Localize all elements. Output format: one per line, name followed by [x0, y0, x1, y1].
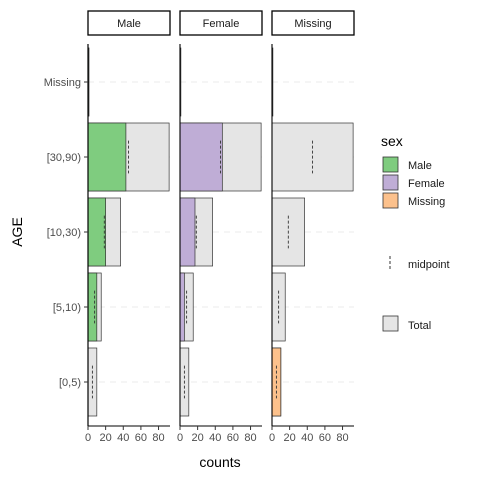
facet-panel-female: Female 0 20 40 60 80	[177, 10, 263, 444]
facet-panels: Male 0 20 40 60 80 Female 0 20 40 60 80 Missing 0 20 40…	[85, 10, 355, 444]
legend-label-missing: Missing	[408, 196, 445, 208]
bar-male-5-10	[87, 272, 98, 342]
facet-panel-missing: Missing 0 20 40 60 80	[269, 10, 355, 444]
facet-strip-missing	[271, 10, 355, 36]
x-tick-label-missing-60: 60	[319, 432, 331, 444]
facet-strip-label-male: Male	[117, 18, 141, 30]
y-axis-title: AGE	[9, 217, 25, 247]
legend: Male Female Missing midpoint Total	[382, 156, 450, 332]
x-tick-label-female-0: 0	[177, 432, 183, 444]
x-tick-label-missing-80: 80	[336, 432, 348, 444]
legend-key-total	[382, 315, 399, 332]
y-tick-label-missing: Missing	[44, 77, 81, 89]
x-tick-label-missing-20: 20	[284, 432, 296, 444]
legend-key-female	[382, 174, 399, 191]
x-tick-label-male-20: 20	[100, 432, 112, 444]
legend-title: sex	[381, 133, 403, 149]
bar-female-30-90	[179, 122, 223, 192]
facet-strip-male	[87, 10, 171, 36]
facet-strip-female	[179, 10, 263, 36]
x-tick-label-female-40: 40	[209, 432, 221, 444]
facet-strip-label-female: Female	[203, 18, 240, 30]
y-axis: Missing [30,90) [10,30) [5,10) [0,5)	[44, 44, 89, 426]
facet-strip-label-missing: Missing	[294, 18, 331, 30]
y-tick-label-0-5: [0,5)	[59, 377, 81, 389]
y-tick-label-5-10: [5,10)	[53, 302, 81, 314]
x-tick-label-male-40: 40	[117, 432, 129, 444]
x-tick-label-male-60: 60	[135, 432, 147, 444]
x-tick-label-female-80: 80	[244, 432, 256, 444]
bar-male-30-90	[87, 122, 127, 192]
bar-male-10-30	[87, 197, 106, 267]
facet-panel-male: Male 0 20 40 60 80	[85, 10, 171, 444]
x-tick-label-male-0: 0	[85, 432, 91, 444]
y-tick-label-10-30: [10,30)	[47, 227, 81, 239]
bar-female-5-10	[179, 272, 185, 342]
legend-key-male	[382, 156, 399, 173]
bar-female-10-30	[179, 197, 196, 267]
x-tick-label-missing-40: 40	[301, 432, 313, 444]
y-tick-label-30-90: [30,90)	[47, 152, 81, 164]
legend-label-total: Total	[408, 320, 431, 332]
x-tick-label-missing-0: 0	[269, 432, 275, 444]
legend-label-midpoint: midpoint	[408, 259, 450, 271]
x-tick-label-female-60: 60	[227, 432, 239, 444]
legend-label-female: Female	[408, 178, 445, 190]
x-tick-label-male-80: 80	[152, 432, 164, 444]
x-axis-title: counts	[199, 454, 240, 470]
legend-key-missing	[382, 192, 399, 209]
legend-label-male: Male	[408, 160, 432, 172]
x-tick-label-female-20: 20	[192, 432, 204, 444]
